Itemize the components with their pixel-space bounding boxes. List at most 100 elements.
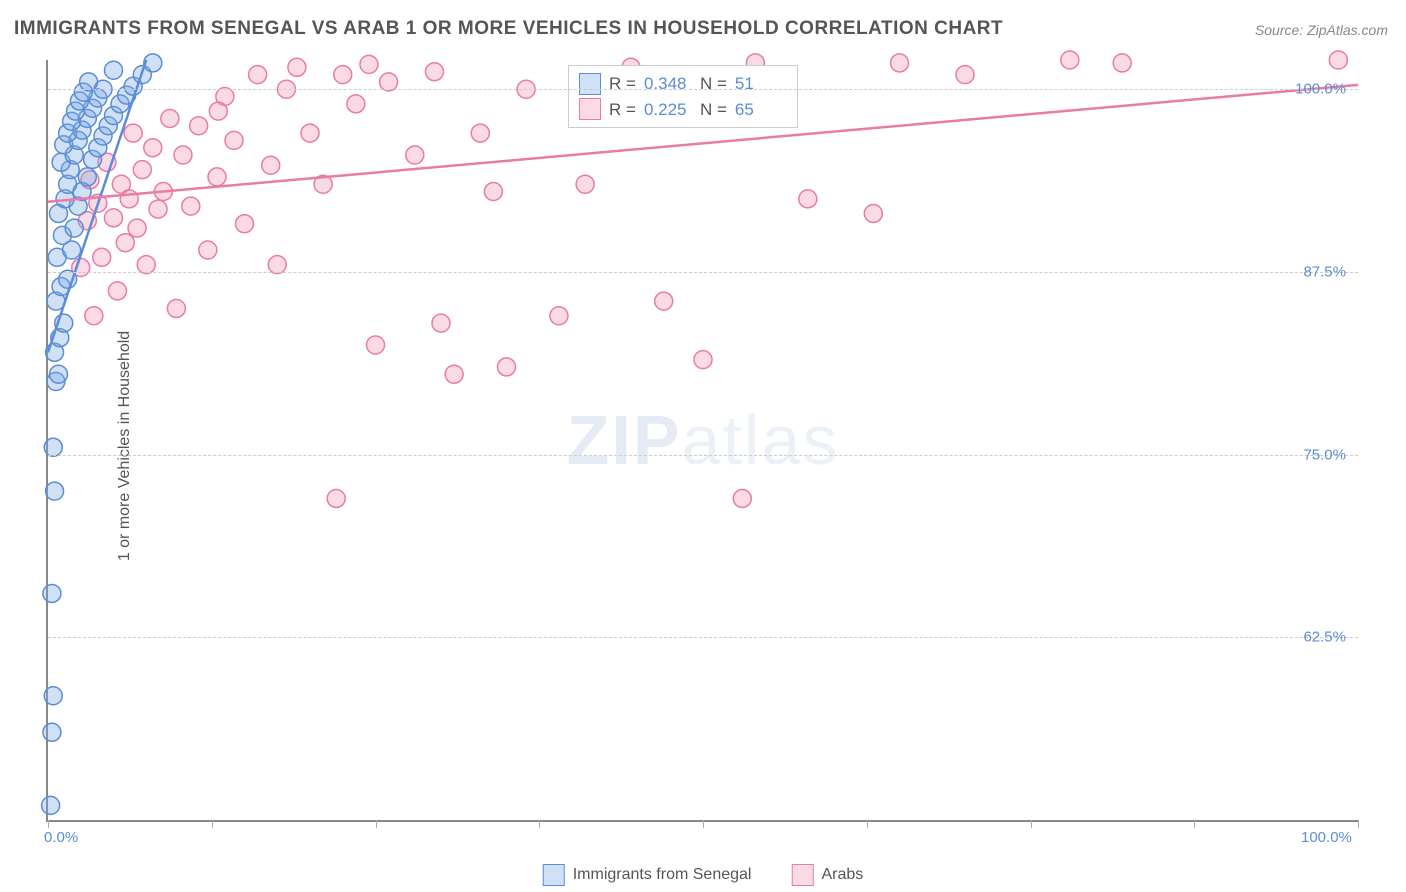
n-value-senegal: 51 bbox=[735, 71, 783, 97]
scatter-point bbox=[174, 146, 192, 164]
scatter-point bbox=[93, 248, 111, 266]
scatter-point bbox=[406, 146, 424, 164]
scatter-point bbox=[44, 687, 62, 705]
series-legend-arabs: Arabs bbox=[791, 864, 863, 886]
x-tick bbox=[1194, 820, 1195, 828]
chart-container: IMMIGRANTS FROM SENEGAL VS ARAB 1 OR MOR… bbox=[0, 0, 1406, 892]
scatter-point bbox=[149, 200, 167, 218]
legend-swatch-arabs bbox=[579, 98, 601, 120]
scatter-point bbox=[262, 156, 280, 174]
scatter-point bbox=[80, 73, 98, 91]
scatter-point bbox=[347, 95, 365, 113]
scatter-point bbox=[161, 109, 179, 127]
chart-svg bbox=[48, 60, 1358, 820]
scatter-point bbox=[225, 131, 243, 149]
x-tick bbox=[376, 820, 377, 828]
n-label: N = bbox=[700, 71, 727, 97]
r-label: R = bbox=[609, 97, 636, 123]
scatter-point bbox=[43, 723, 61, 741]
scatter-point bbox=[105, 61, 123, 79]
series-swatch-senegal bbox=[543, 864, 565, 886]
scatter-point bbox=[425, 63, 443, 81]
legend-swatch-senegal bbox=[579, 73, 601, 95]
x-tick bbox=[212, 820, 213, 828]
legend-row-arabs: R = 0.225 N = 65 bbox=[579, 97, 783, 123]
x-tick bbox=[539, 820, 540, 828]
scatter-point bbox=[484, 183, 502, 201]
scatter-point bbox=[576, 175, 594, 193]
scatter-point bbox=[360, 55, 378, 73]
scatter-point bbox=[124, 124, 142, 142]
scatter-point bbox=[182, 197, 200, 215]
x-tick bbox=[703, 820, 704, 828]
series-label-senegal: Immigrants from Senegal bbox=[573, 866, 752, 884]
scatter-point bbox=[120, 190, 138, 208]
series-legend: Immigrants from Senegal Arabs bbox=[543, 864, 864, 886]
x-tick bbox=[48, 820, 49, 828]
x-tick bbox=[867, 820, 868, 828]
scatter-point bbox=[799, 190, 817, 208]
scatter-point bbox=[733, 489, 751, 507]
x-tick bbox=[1358, 820, 1359, 828]
chart-title: IMMIGRANTS FROM SENEGAL VS ARAB 1 OR MOR… bbox=[14, 18, 1003, 40]
scatter-point bbox=[190, 117, 208, 135]
legend-row-senegal: R = 0.348 N = 51 bbox=[579, 71, 783, 97]
scatter-point bbox=[108, 282, 126, 300]
scatter-point bbox=[891, 54, 909, 72]
scatter-point bbox=[209, 102, 227, 120]
r-label: R = bbox=[609, 71, 636, 97]
scatter-point bbox=[864, 204, 882, 222]
scatter-point bbox=[137, 256, 155, 274]
r-value-senegal: 0.348 bbox=[644, 71, 692, 97]
scatter-point bbox=[85, 307, 103, 325]
scatter-point bbox=[445, 365, 463, 383]
scatter-point bbox=[498, 358, 516, 376]
scatter-point bbox=[167, 299, 185, 317]
scatter-point bbox=[471, 124, 489, 142]
scatter-point bbox=[334, 66, 352, 84]
scatter-point bbox=[327, 489, 345, 507]
scatter-point bbox=[249, 66, 267, 84]
scatter-point bbox=[65, 219, 83, 237]
scatter-point bbox=[288, 58, 306, 76]
scatter-point bbox=[694, 351, 712, 369]
x-tick-label: 100.0% bbox=[1301, 829, 1352, 846]
correlation-legend: R = 0.348 N = 51 R = 0.225 N = 65 bbox=[568, 65, 798, 128]
scatter-point bbox=[268, 256, 286, 274]
series-swatch-arabs bbox=[791, 864, 813, 886]
x-tick bbox=[1031, 820, 1032, 828]
y-tick-label: 87.5% bbox=[1303, 263, 1346, 280]
scatter-point bbox=[1061, 51, 1079, 69]
scatter-point bbox=[956, 66, 974, 84]
scatter-point bbox=[144, 139, 162, 157]
scatter-point bbox=[367, 336, 385, 354]
source-attribution: Source: ZipAtlas.com bbox=[1255, 22, 1388, 38]
scatter-point bbox=[1113, 54, 1131, 72]
scatter-point bbox=[43, 584, 61, 602]
scatter-point bbox=[133, 161, 151, 179]
gridline-h bbox=[48, 455, 1358, 456]
n-value-arabs: 65 bbox=[735, 97, 783, 123]
scatter-point bbox=[236, 215, 254, 233]
scatter-point bbox=[49, 365, 67, 383]
x-tick-label: 0.0% bbox=[44, 829, 78, 846]
gridline-h bbox=[48, 637, 1358, 638]
gridline-h bbox=[48, 89, 1358, 90]
scatter-point bbox=[46, 482, 64, 500]
scatter-point bbox=[550, 307, 568, 325]
scatter-point bbox=[116, 234, 134, 252]
y-tick-label: 75.0% bbox=[1303, 446, 1346, 463]
r-value-arabs: 0.225 bbox=[644, 97, 692, 123]
plot-area: ZIPatlas R = 0.348 N = 51 R = 0.225 N = … bbox=[46, 60, 1358, 822]
series-label-arabs: Arabs bbox=[821, 866, 863, 884]
y-tick-label: 62.5% bbox=[1303, 629, 1346, 646]
n-label: N = bbox=[700, 97, 727, 123]
scatter-point bbox=[432, 314, 450, 332]
series-legend-senegal: Immigrants from Senegal bbox=[543, 864, 752, 886]
scatter-point bbox=[44, 438, 62, 456]
scatter-point bbox=[1329, 51, 1347, 69]
scatter-point bbox=[380, 73, 398, 91]
scatter-point bbox=[128, 219, 146, 237]
scatter-point bbox=[199, 241, 217, 259]
scatter-point bbox=[105, 209, 123, 227]
